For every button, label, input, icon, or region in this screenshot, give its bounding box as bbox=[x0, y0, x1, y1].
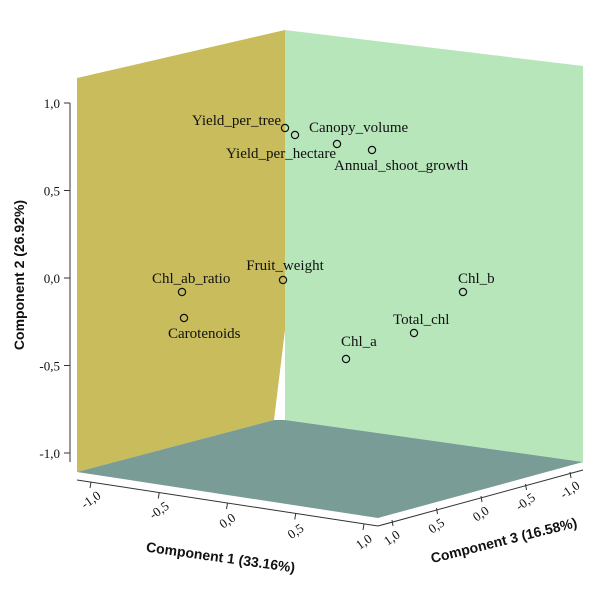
data-point-marker bbox=[290, 130, 300, 140]
data-point-label: Chl_b bbox=[458, 271, 495, 287]
z-tick-label: -1,0 bbox=[557, 478, 582, 502]
z-tick-label: -0,5 bbox=[512, 490, 537, 514]
x-tick-mark bbox=[157, 492, 160, 499]
z-tick-label: 0,5 bbox=[425, 515, 447, 537]
data-point-marker bbox=[179, 313, 189, 323]
right-wall bbox=[285, 30, 583, 462]
data-point-label: Yield_per_tree bbox=[192, 113, 281, 129]
data-point-label: Chl_a bbox=[341, 334, 377, 350]
z-tick-mark bbox=[480, 495, 483, 503]
y-tick-label: -0,5 bbox=[39, 359, 60, 374]
data-point-marker bbox=[278, 275, 288, 285]
data-point-label: Chl_ab_ratio bbox=[152, 271, 230, 287]
y-axis-title: Component 2 (26.92%) bbox=[11, 200, 27, 350]
data-point-label: Carotenoids bbox=[168, 326, 241, 342]
z-tick-mark bbox=[525, 483, 527, 491]
data-point-marker bbox=[458, 287, 468, 297]
z-axis-line bbox=[377, 469, 584, 527]
data-point-label: Total_chl bbox=[393, 312, 449, 328]
data-point-marker bbox=[341, 354, 351, 364]
y-tick-label: -1,0 bbox=[39, 446, 60, 461]
z-tick-mark bbox=[391, 519, 394, 527]
y-tick-label: 1,0 bbox=[44, 96, 60, 111]
z-tick-mark bbox=[569, 471, 572, 479]
data-point-marker bbox=[367, 145, 377, 155]
data-point-marker bbox=[177, 287, 187, 297]
z-axis-title: Component 3 (16.58%) bbox=[429, 514, 579, 566]
floor-plane bbox=[77, 420, 583, 518]
x-tick-label: -0,5 bbox=[146, 498, 171, 522]
x-tick-mark bbox=[89, 481, 92, 489]
x-tick-mark bbox=[226, 502, 228, 510]
data-point-label: Fruit_weight bbox=[246, 258, 324, 274]
wall-gap bbox=[274, 330, 285, 420]
left-wall bbox=[77, 30, 285, 472]
x-tick-label: 1,0 bbox=[353, 531, 375, 553]
y-ticks: -1,0 -0,5 0,0 0,5 1,0 bbox=[39, 96, 70, 461]
data-point-marker bbox=[280, 123, 290, 133]
y-tick-label: 0,5 bbox=[44, 184, 60, 199]
y-axis: -1,0 -0,5 0,0 0,5 1,0 Component 2 (26.92%) bbox=[11, 96, 71, 462]
x-tick-label: -1,0 bbox=[78, 488, 103, 512]
data-point-marker bbox=[409, 328, 419, 338]
x-axis-title: Component 1 (33.16%) bbox=[145, 539, 296, 576]
data-point-label: Annual_shoot_growth bbox=[334, 158, 469, 174]
z-tick-label: 1,0 bbox=[381, 527, 403, 549]
data-point-label: Canopy_volume bbox=[309, 120, 408, 136]
data-point-marker bbox=[332, 139, 342, 149]
plot-walls bbox=[77, 30, 583, 518]
data-point-label: Yield_per_hectare bbox=[226, 146, 336, 162]
data-points: Yield_per_tree Canopy_volume Yield_per_hec… bbox=[152, 113, 495, 364]
x-tick-label: 0,0 bbox=[216, 510, 238, 532]
y-tick-label: 0,0 bbox=[44, 271, 60, 286]
z-tick-mark bbox=[436, 507, 438, 515]
x-tick-label: 0,5 bbox=[285, 520, 307, 542]
x-tick-mark bbox=[362, 523, 365, 531]
z-tick-label: 0,0 bbox=[470, 503, 492, 525]
x-tick-mark bbox=[294, 513, 297, 520]
